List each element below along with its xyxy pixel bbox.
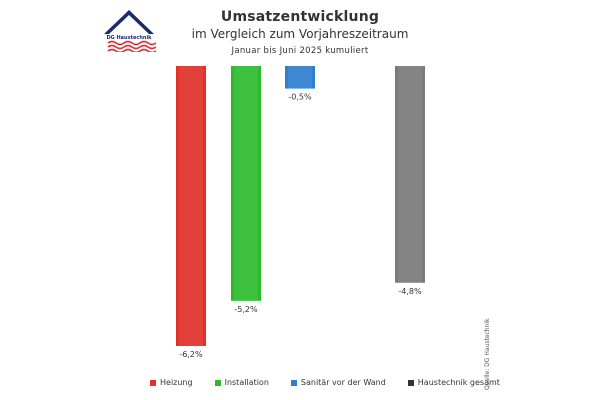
data-label: -6,2% bbox=[179, 350, 203, 359]
legend-label: Heizung bbox=[160, 378, 193, 387]
data-label: -5,2% bbox=[234, 305, 258, 314]
legend-swatch bbox=[407, 379, 414, 386]
data-label: -0,5% bbox=[288, 93, 312, 102]
bar-sanitaer-highlight bbox=[288, 66, 312, 89]
bar-heizung-highlight bbox=[179, 66, 203, 346]
source-note: Quelle: DG Haustechnik bbox=[484, 318, 556, 397]
logo-text: DG Haustechnik bbox=[107, 35, 153, 41]
legend-label: Haustechnik gesamt bbox=[417, 378, 500, 387]
legend-swatch bbox=[290, 379, 297, 386]
bar-gesamt bbox=[395, 66, 425, 283]
legend-label: Installation bbox=[224, 378, 269, 387]
data-label: -4,8% bbox=[398, 287, 422, 296]
bar-heizung bbox=[176, 66, 206, 346]
source-text: Quelle: DG Haustechnik bbox=[484, 318, 491, 390]
bar-installation bbox=[231, 66, 261, 301]
legend-item-heizung: Heizung bbox=[150, 378, 193, 387]
legend-swatch bbox=[150, 379, 156, 386]
bar-installation-highlight bbox=[234, 66, 258, 301]
chart-period: Januar bis Juni 2025 kumuliert bbox=[231, 46, 369, 56]
chart-legend: Heizung Installation Sanitär vor der Wan… bbox=[150, 378, 500, 387]
legend-item-gesamt: Haustechnik gesamt bbox=[407, 378, 500, 387]
legend-swatch bbox=[214, 379, 221, 386]
logo-icon: DG Haustechnik bbox=[104, 10, 157, 52]
company-logo: DG Haustechnik bbox=[100, 8, 158, 52]
bar-gesamt-highlight bbox=[398, 66, 422, 283]
chart-subtitle: im Vergleich zum Vorjahreszeitraum bbox=[191, 27, 409, 41]
chart-title: Umsatzentwicklung bbox=[220, 9, 380, 25]
bar-sanitaer bbox=[285, 66, 315, 89]
legend-label: Sanitär vor der Wand bbox=[300, 378, 386, 387]
legend-item-sanitaer: Sanitär vor der Wand bbox=[290, 378, 386, 387]
legend-item-installation: Installation bbox=[214, 378, 269, 387]
